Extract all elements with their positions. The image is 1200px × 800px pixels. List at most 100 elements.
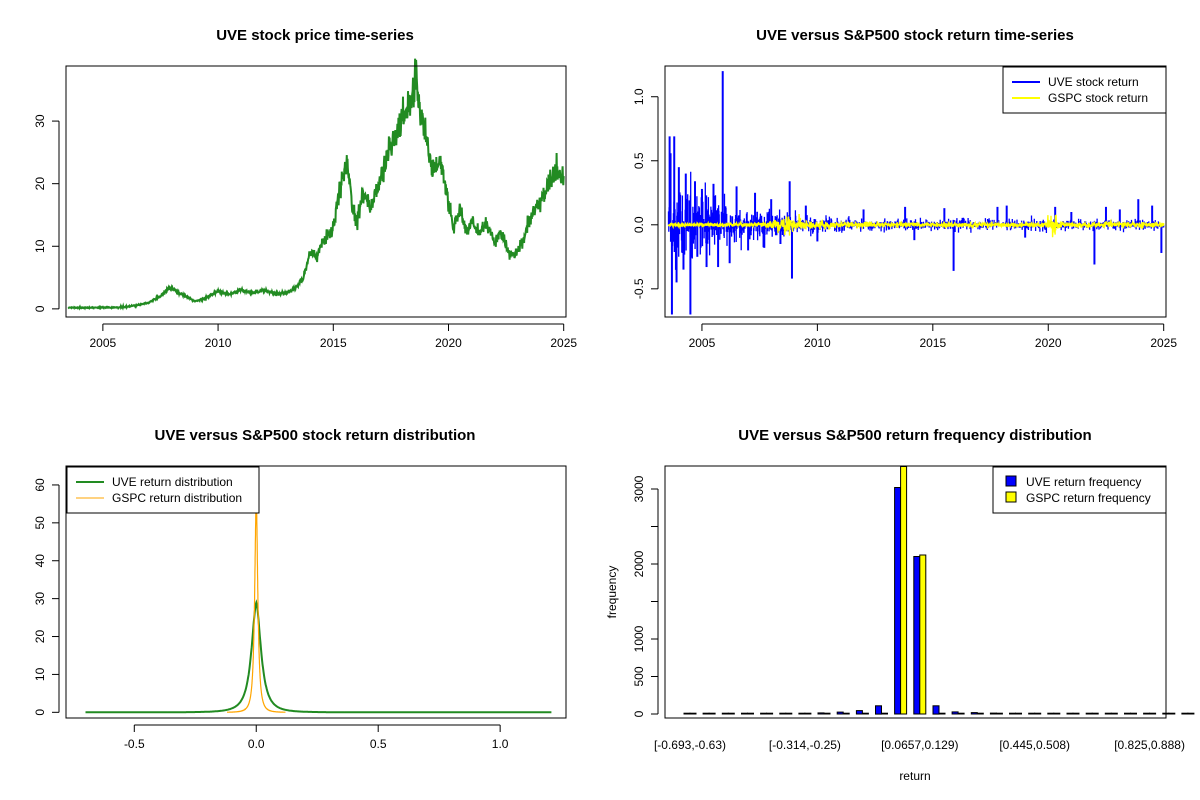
y-axis: 0 10 20 30 <box>33 114 60 312</box>
plot-frame-frequency <box>664 465 1167 719</box>
bar-gspc-frequency <box>689 712 697 715</box>
price-line-uve <box>67 58 565 311</box>
y-tick-label: 1.0 <box>632 88 646 105</box>
y-tick-label: 30 <box>33 114 47 128</box>
bar-uve-frequency <box>721 712 729 715</box>
bar-gspc-frequency <box>842 712 850 715</box>
y-tick-label: 1000 <box>632 625 646 652</box>
bar-uve-frequency <box>1085 712 1093 715</box>
frequency-axes: 0 500 1000 2000 3000 [-0.693,-0.63) [-0.314,-0… <box>632 475 1185 752</box>
bar-uve-frequency <box>760 712 768 715</box>
legend-label-uve-frequency: UVE return frequency <box>1026 475 1141 489</box>
chart-title-frequency: UVE versus S&P500 return frequency distr… <box>738 427 1091 444</box>
x-tick-label: 2020 <box>435 336 462 350</box>
x-category-label: [-0.314,-0.25) <box>769 738 841 752</box>
bar-gspc-frequency <box>861 712 869 715</box>
density-line-uve <box>85 599 552 714</box>
bar-uve-frequency <box>1028 712 1036 715</box>
frequency-bar-group <box>683 466 1195 715</box>
y-axis-label-frequency: frequency <box>605 566 619 619</box>
bar-uve-frequency <box>741 712 748 715</box>
x-tick-label: 2010 <box>804 336 831 350</box>
x-tick-label: 2015 <box>919 336 946 350</box>
panel-price-time-series: UVE stock price time-series 2005 2010 2015… <box>33 27 577 350</box>
bar-gspc-frequency <box>1130 712 1137 715</box>
bar-gspc-frequency <box>823 712 831 715</box>
legend-box-frequency <box>992 466 1167 514</box>
bar-gspc-frequency <box>1091 712 1099 715</box>
y-axis: 0 10 20 30 40 50 60 <box>33 478 60 716</box>
y-tick-label: 0.5 <box>632 152 646 169</box>
x-axis-label-frequency: return <box>899 769 930 783</box>
bar-gspc-frequency <box>727 712 735 715</box>
legend-label-gspc-frequency: GSPC return frequency <box>1026 491 1151 505</box>
bar-uve-frequency <box>970 712 978 715</box>
x-tick-label: -0.5 <box>124 737 145 751</box>
x-tick-label: 0.5 <box>370 737 387 751</box>
bar-uve-frequency <box>702 712 710 715</box>
y-tick-label: 3000 <box>632 475 646 502</box>
y-tick-label: 60 <box>33 478 47 492</box>
plot-frame-price <box>65 65 567 318</box>
price-axes: 2005 2010 2015 2020 2025 0 10 20 30 <box>33 114 577 350</box>
bar-gspc-frequency <box>1110 712 1118 715</box>
bar-gspc-frequency <box>708 712 716 715</box>
x-axis: 2005 2010 2015 2020 2025 <box>689 323 1177 350</box>
y-tick-label: 40 <box>33 554 47 568</box>
panel-return-time-series: UVE versus S&P500 stock return time-seri… <box>632 27 1177 350</box>
y-tick-label: 0.0 <box>632 216 646 233</box>
legend-frequency: UVE return frequency GSPC return frequen… <box>992 466 1167 514</box>
bar-gspc-frequency <box>919 554 927 715</box>
y-tick-label: -0.5 <box>632 278 646 299</box>
bar-gspc-frequency <box>804 712 812 715</box>
y-tick-label: 0 <box>33 709 47 716</box>
legend-swatch-gspc-frequency <box>1005 491 1017 503</box>
y-tick-label: 0 <box>33 305 47 312</box>
bar-gspc-frequency <box>1015 712 1022 715</box>
x-tick-label: 1.0 <box>492 737 509 751</box>
bar-uve-frequency <box>798 712 806 715</box>
bar-gspc-frequency <box>1149 712 1157 715</box>
bar-uve-frequency <box>817 712 825 715</box>
bar-gspc-frequency <box>995 712 1003 715</box>
y-tick-label: 0 <box>632 710 646 717</box>
bar-gspc-frequency <box>957 712 965 715</box>
y-tick-label: 500 <box>632 666 646 686</box>
y-tick-label: 30 <box>33 592 47 606</box>
x-tick-label: 2020 <box>1035 336 1062 350</box>
returns-line-group <box>667 71 1165 315</box>
y-axis: 0 500 1000 2000 3000 <box>632 475 659 717</box>
panel-return-distribution: UVE versus S&P500 stock return distribut… <box>33 427 567 751</box>
legend-label-gspc-distribution: GSPC return distribution <box>112 491 242 505</box>
plot-frame-density <box>65 465 567 719</box>
chart-title-returns: UVE versus S&P500 stock return time-seri… <box>756 27 1074 44</box>
x-category-label: [0.445,0.508) <box>999 738 1070 752</box>
chart-title-price: UVE stock price time-series <box>216 27 414 44</box>
returns-axes: 2005 2010 2015 2020 2025 -0.5 0.0 0.5 1.0 <box>632 88 1177 350</box>
bar-uve-frequency <box>913 556 921 715</box>
bar-uve-frequency <box>894 487 902 715</box>
x-category-label: [-0.693,-0.63) <box>654 738 726 752</box>
bar-uve-frequency <box>1066 712 1074 715</box>
chart-title-density: UVE versus S&P500 stock return distribut… <box>155 427 476 444</box>
density-axes: -0.5 0.0 0.5 1.0 0 10 20 30 40 50 60 <box>33 478 509 751</box>
y-tick-label: 10 <box>33 667 47 681</box>
bar-uve-frequency <box>855 710 863 715</box>
plot-frame-returns <box>664 65 1167 318</box>
legend-returns: UVE stock return GSPC stock return <box>1002 66 1167 114</box>
x-axis: 2005 2010 2015 2020 2025 <box>90 323 577 350</box>
bar-gspc-frequency <box>1187 712 1195 715</box>
y-axis: -0.5 0.0 0.5 1.0 <box>632 88 659 299</box>
x-tick-label: 2005 <box>689 336 716 350</box>
panel-return-frequency: UVE versus S&P500 return frequency distr… <box>605 427 1195 783</box>
return-line-gspc <box>667 213 1165 238</box>
x-category-label: [0.825,0.888) <box>1114 738 1185 752</box>
bar-gspc-frequency <box>1053 712 1061 715</box>
legend-swatch-uve-frequency <box>1005 475 1017 487</box>
y-tick-label: 10 <box>33 239 47 253</box>
bar-uve-frequency <box>683 712 691 715</box>
bar-uve-frequency <box>1124 712 1131 715</box>
bar-uve-frequency <box>951 711 959 715</box>
legend-density: UVE return distribution GSPC return dist… <box>66 466 260 514</box>
